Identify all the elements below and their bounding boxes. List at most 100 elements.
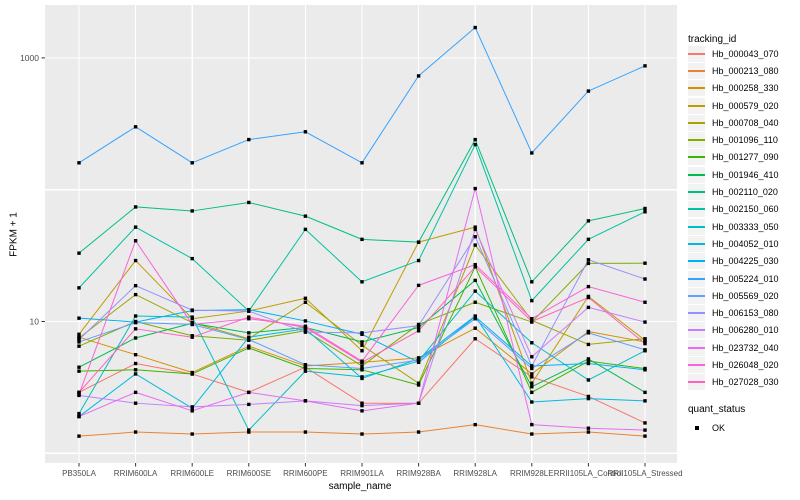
legend-item-Hb_003333_050: Hb_003333_050 [688, 218, 779, 235]
data-point [133, 292, 138, 297]
legend-key-swatch [688, 270, 705, 287]
data-point [133, 205, 138, 209]
y-axis-title: FPKM + 1 [8, 212, 20, 257]
data-point [133, 239, 138, 243]
data-point [473, 278, 477, 283]
data-point [473, 262, 477, 267]
data-point [77, 316, 81, 320]
data-point [360, 376, 364, 381]
data-point [247, 335, 251, 339]
data-point [530, 390, 534, 395]
legend-item-label: Hb_001946_410 [712, 169, 779, 180]
data-point [473, 234, 477, 239]
x-axis-title: sample_name [328, 481, 392, 492]
data-point [586, 331, 591, 335]
legend-item-Hb_001946_410: Hb_001946_410 [688, 166, 779, 183]
data-point [586, 237, 591, 242]
data-point [586, 359, 591, 363]
data-point [530, 432, 534, 436]
data-point [77, 340, 81, 344]
data-point [416, 430, 421, 434]
data-point [133, 283, 138, 288]
data-point [77, 390, 81, 395]
data-point [133, 352, 138, 357]
data-point [247, 428, 251, 432]
legend-item-label: Hb_000579_020 [712, 100, 779, 111]
legend-item-Hb_006280_010: Hb_006280_010 [688, 322, 779, 339]
data-point [247, 430, 251, 434]
legend-key-swatch [688, 322, 705, 339]
data-point [133, 258, 138, 263]
data-point [586, 426, 591, 430]
data-point [77, 392, 81, 397]
data-point [303, 214, 308, 218]
data-point [586, 361, 591, 366]
data-point [77, 337, 81, 342]
data-point [303, 227, 308, 232]
data-point [190, 372, 194, 376]
data-point [133, 225, 138, 229]
data-point [247, 346, 251, 350]
data-point [586, 342, 591, 347]
legend-item-Hb_005224_010: Hb_005224_010 [688, 270, 779, 287]
data-point [530, 400, 534, 404]
legend-item-Hb_000258_330: Hb_000258_330 [688, 80, 779, 97]
legend-key-line [688, 156, 705, 159]
data-point [360, 366, 364, 371]
data-point [643, 300, 647, 304]
data-point [303, 430, 308, 434]
data-point [190, 409, 194, 413]
legend-item-label: Hb_000213_080 [712, 65, 779, 76]
legend-item-label: Hb_000043_070 [712, 48, 779, 59]
legend-item-label: Hb_002110_020 [712, 187, 778, 198]
data-point [247, 309, 251, 313]
data-point [416, 240, 421, 244]
legend-key-line [688, 225, 705, 228]
data-point [586, 219, 591, 223]
data-point [133, 368, 138, 372]
data-point [643, 428, 647, 432]
data-point [133, 314, 138, 318]
legend-key-line [688, 381, 705, 384]
data-point [360, 360, 364, 365]
x-tick-label-RRIM928BA: RRIM928BA [396, 469, 441, 478]
legend-key-line [688, 363, 705, 366]
black-square-point-icon [694, 425, 699, 430]
data-point [360, 349, 364, 353]
y-tick-label: 10 [30, 317, 40, 327]
legend-key-swatch [688, 235, 705, 252]
tracking-id-legend: Hb_000043_070 Hb_000213_080 Hb_000258_330 H… [688, 45, 779, 391]
legend-key-swatch [688, 356, 705, 373]
legend-item-label: Hb_026048_020 [712, 359, 779, 370]
data-point [303, 366, 308, 371]
x-tick-label-RRIM600PE: RRIM600PE [283, 469, 327, 478]
x-tick-label-RRII105LA_Stressed: RRII105LA_Stressed [607, 469, 682, 478]
data-point [473, 142, 477, 147]
legend-item-Hb_002150_060: Hb_002150_060 [688, 201, 779, 218]
data-point [303, 399, 308, 403]
data-point [586, 89, 591, 93]
data-point [473, 137, 477, 142]
data-point [133, 430, 138, 434]
data-point [190, 161, 194, 165]
data-point [247, 315, 251, 319]
legend-key-line [688, 139, 705, 142]
data-point [303, 363, 308, 367]
legend-item-Hb_002110_020: Hb_002110_020 [688, 183, 779, 201]
data-point [416, 258, 421, 263]
data-point [530, 422, 534, 427]
legend-key-swatch [688, 132, 705, 149]
quant-status-label: OK [712, 422, 726, 433]
legend-key-line [688, 104, 705, 107]
data-point [416, 360, 421, 365]
legend-key-swatch [688, 184, 705, 201]
data-point [586, 378, 591, 382]
legend-item-label: Hb_027028_030 [712, 377, 779, 388]
data-point [77, 161, 81, 165]
data-point [360, 401, 364, 405]
legend-key-swatch [688, 201, 705, 218]
data-point [77, 414, 81, 419]
legend-key-line [688, 346, 705, 349]
legend-key-swatch [688, 45, 705, 62]
data-point [586, 295, 591, 300]
